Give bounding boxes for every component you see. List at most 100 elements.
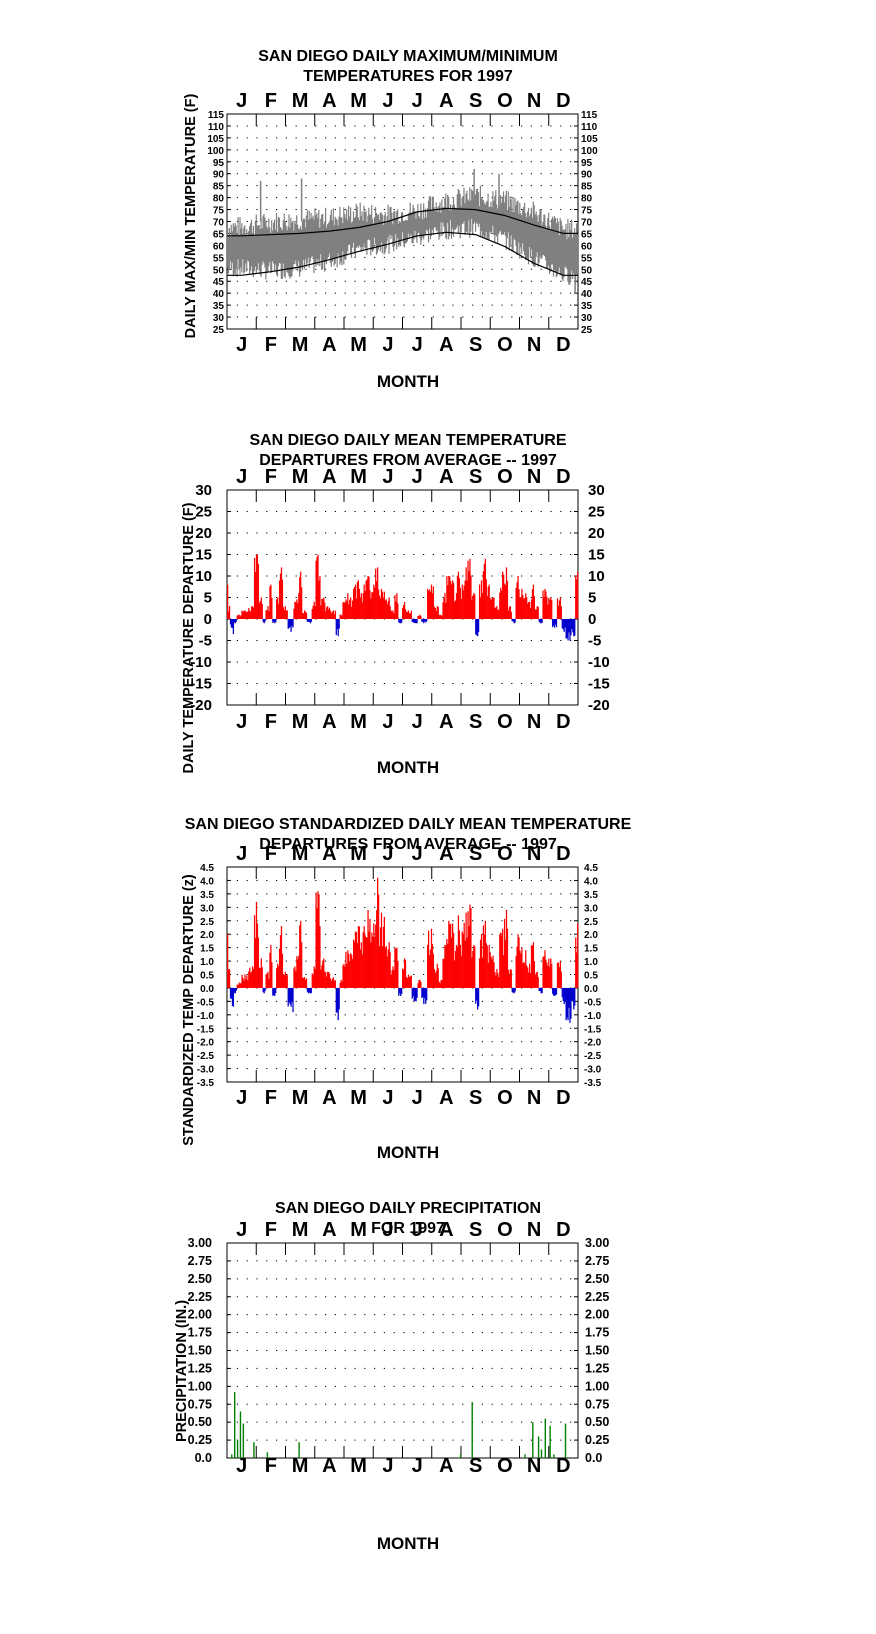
departure-bar-negative [415, 619, 417, 624]
departure-bar-positive [269, 586, 271, 619]
departure-bar-positive [546, 962, 548, 988]
departure-bar-negative [335, 987, 337, 1013]
departure-bar-positive [236, 984, 238, 988]
departure-bar-positive [349, 599, 351, 619]
departure-bar-positive [240, 982, 242, 988]
plot-frame [226, 1242, 579, 1459]
departure-bar-positive [485, 579, 487, 619]
departure-bar-positive [255, 901, 258, 988]
departure-bar-positive [498, 609, 500, 619]
departure-bar-positive [557, 962, 560, 988]
y-tick-label-left: 30 [195, 482, 212, 499]
y-tick-label-left: 25 [213, 325, 225, 336]
departure-bar-positive [346, 963, 348, 988]
y-tick-label-right: 4.5 [584, 863, 598, 874]
departure-bar-positive [333, 980, 335, 988]
departure-bar-negative [425, 987, 427, 1004]
departure-bar-positive [248, 608, 250, 619]
departure-bar-positive [454, 951, 457, 988]
departure-bar-positive [281, 953, 284, 988]
departure-bar-positive [497, 609, 499, 619]
departure-bar-positive [532, 584, 535, 619]
y-tick-label-right: -2.5 [584, 1051, 602, 1062]
departure-bar-positive [491, 959, 493, 988]
departure-bar-positive [267, 606, 269, 619]
y-tick-label-left: 45 [213, 277, 225, 288]
departure-bar-positive [442, 602, 444, 619]
month-label-top: M [292, 843, 309, 865]
departure-bar-negative [552, 619, 554, 628]
departure-bar-negative [561, 619, 563, 629]
month-label-bottom: A [439, 711, 453, 733]
departure-bar-positive [391, 970, 393, 988]
departure-bar-negative [566, 987, 568, 1018]
departure-bar-positive [326, 976, 328, 988]
departure-bar-positive [486, 945, 488, 988]
departure-bar-positive [519, 597, 521, 619]
departure-bar-positive [402, 605, 405, 619]
departure-bar-positive [365, 937, 367, 988]
month-label-top: J [382, 843, 393, 865]
departure-bar-positive [319, 926, 321, 988]
departure-bar-positive [489, 597, 491, 619]
y-tick-label-right: 100 [581, 146, 598, 157]
month-label-bottom: J [236, 711, 247, 733]
departure-bar-negative [565, 987, 567, 1021]
departure-bar-negative [398, 987, 400, 996]
departure-bar-positive [374, 936, 376, 988]
month-label-top: M [292, 466, 309, 488]
departure-bar-positive [246, 612, 248, 619]
departure-bar-negative [291, 619, 293, 626]
departure-bar-negative [229, 987, 232, 999]
departure-bar-positive [459, 587, 461, 619]
departure-bar-negative [476, 619, 478, 636]
departure-bar-positive [406, 978, 409, 988]
y-tick-label-right: 0.25 [585, 1433, 609, 1447]
departure-bar-positive [323, 958, 325, 988]
month-label-top: A [439, 90, 453, 112]
departure-bar-positive [387, 601, 389, 619]
departure-bar-positive [499, 934, 501, 988]
departure-bar-positive [515, 587, 517, 619]
y-tick-label-right: 55 [581, 253, 593, 264]
month-label-bottom: A [322, 1087, 336, 1109]
departure-bar-negative [287, 987, 289, 1007]
departure-bar-positive [377, 894, 380, 988]
departure-bar-positive [509, 606, 511, 619]
departure-bar-positive [358, 588, 361, 619]
departure-bar-positive [474, 594, 476, 619]
departure-bar-positive [479, 597, 482, 619]
departure-bar-positive [455, 944, 458, 988]
departure-bar-positive [315, 560, 317, 619]
departure-bar-negative [540, 987, 542, 994]
departure-bar-positive [278, 580, 281, 619]
departure-bar-positive [407, 974, 410, 988]
month-label-bottom: J [412, 711, 423, 733]
month-label-top: J [382, 466, 393, 488]
departure-bar-positive [296, 599, 298, 619]
departure-bar-positive [283, 609, 285, 619]
month-label-bottom: J [382, 1087, 393, 1109]
departure-bar-negative [426, 619, 428, 622]
departure-bar-positive [487, 962, 489, 988]
y-tick-label-right: 2.0 [584, 930, 598, 941]
departure-bar-positive [526, 965, 528, 988]
departure-bar-positive [300, 571, 302, 619]
departure-bar-negative [232, 619, 235, 635]
y-tick-label-left: 2.5 [200, 917, 214, 928]
departure-bar-positive [506, 928, 509, 988]
y-tick-label-left: -20 [190, 697, 212, 714]
departure-bar-positive [369, 590, 371, 619]
departure-bar-negative [424, 619, 426, 622]
departure-bar-positive [439, 983, 441, 988]
departure-bar-negative [336, 619, 338, 630]
departure-bar-negative [401, 619, 403, 623]
departure-bar-positive [516, 582, 518, 619]
y-tick-label-left: -0.5 [197, 997, 215, 1008]
departure-bar-positive [372, 936, 374, 988]
departure-bar-positive [464, 940, 466, 988]
departure-bar-positive [483, 563, 486, 619]
departure-bar-negative [262, 987, 264, 993]
departure-bar-positive [435, 610, 437, 619]
departure-bar-positive [397, 603, 399, 619]
